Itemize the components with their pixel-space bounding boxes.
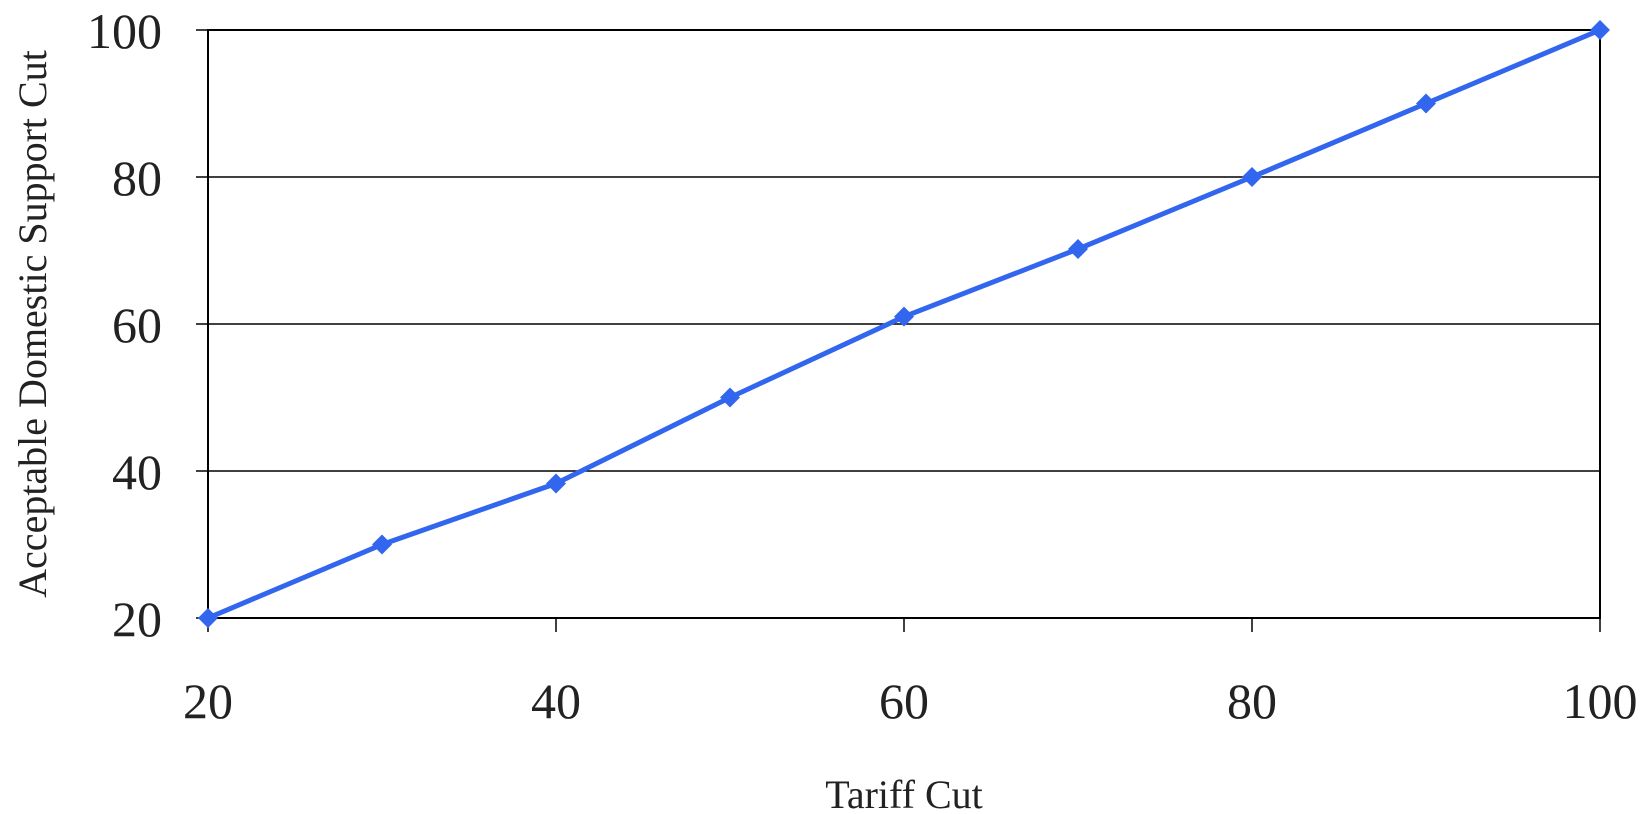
y-tick-label: 40 (112, 444, 162, 500)
data-point-marker (198, 608, 218, 628)
data-series (198, 20, 1610, 628)
data-point-marker (1242, 167, 1262, 187)
x-axis-title: Tariff Cut (825, 772, 983, 814)
x-tick-label: 20 (183, 673, 233, 729)
data-point-marker (546, 473, 566, 494)
data-point-marker (720, 387, 740, 408)
x-tick-marks (207, 618, 1601, 632)
x-tick-label: 60 (879, 673, 929, 729)
data-point-marker (1590, 20, 1610, 40)
y-tick-label: 20 (112, 591, 162, 647)
y-axis-title: Acceptable Domestic Support Cut (10, 50, 55, 598)
y-tick-label: 80 (112, 150, 162, 206)
y-tick-label: 60 (112, 297, 162, 353)
x-tick-label: 40 (531, 673, 581, 729)
plot-area-frame (207, 29, 1601, 619)
data-point-marker (1068, 239, 1088, 260)
data-point-marker (372, 534, 392, 555)
data-point-marker (894, 306, 914, 327)
data-point-marker (1416, 93, 1436, 114)
x-tick-labels: 20 40 60 80 100 (183, 673, 1638, 729)
y-tick-labels: 20 40 60 80 100 (87, 3, 162, 647)
x-tick-label: 80 (1227, 673, 1277, 729)
x-tick-label: 100 (1563, 673, 1638, 729)
y-tick-label: 100 (87, 3, 162, 59)
